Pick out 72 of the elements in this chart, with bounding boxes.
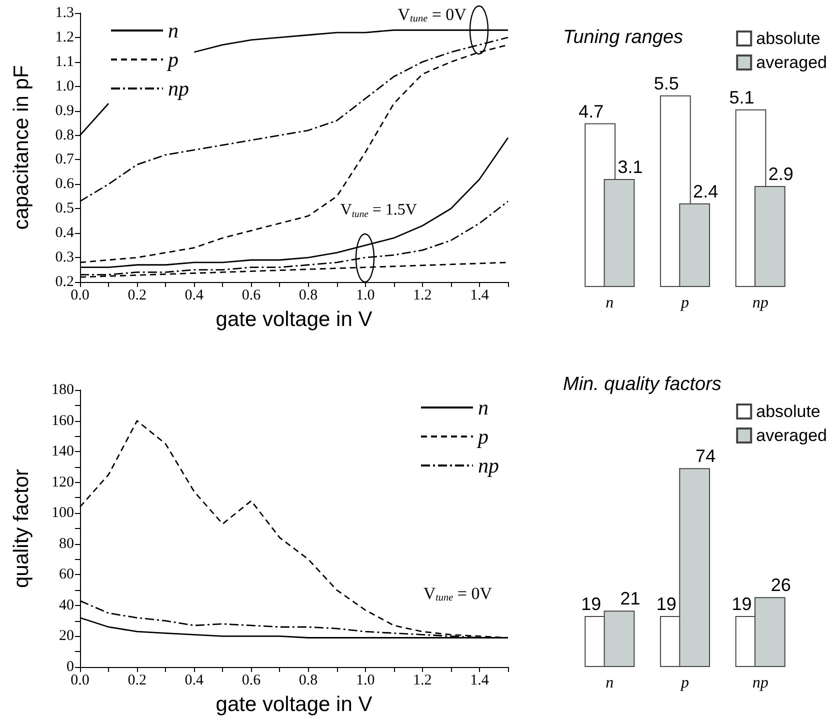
y-tick-label: 0.6	[55, 176, 74, 192]
x-tick-label: n	[606, 294, 614, 312]
x-tick-label: 0.2	[128, 672, 146, 688]
y-tick-label: 0.7	[55, 152, 74, 168]
legend-label: n	[478, 396, 488, 420]
y-tick-label: 0	[66, 659, 74, 675]
legend-label: p	[166, 48, 178, 72]
y-tick-label: 160	[52, 412, 74, 429]
x-tick-label: 0.8	[298, 672, 318, 688]
x-tick-label: p	[680, 674, 689, 692]
y-tick-label: 1.1	[55, 54, 74, 70]
data-label: 74	[696, 446, 716, 466]
y-tick-label: 120	[52, 474, 74, 490]
x-tick-label: p	[680, 294, 689, 312]
data-label: 26	[770, 575, 791, 596]
data-label: 19	[581, 594, 602, 614]
data-label: 5.1	[729, 87, 754, 108]
legend-label: absolute	[756, 402, 820, 421]
y-axis-title: quality factor	[10, 468, 33, 588]
y-tick-label: 0.8	[55, 127, 74, 144]
x-tick-label: 0.4	[184, 288, 204, 304]
y-tick-label: 60	[59, 566, 74, 583]
x-tick-label: np	[752, 294, 768, 312]
x-tick-label: 0.6	[242, 288, 262, 304]
legend-label: n	[168, 18, 178, 42]
x-tick-label: 1.4	[470, 288, 490, 304]
x-axis-title: gate voltage in V	[216, 693, 372, 716]
y-tick-label: 20	[59, 628, 74, 644]
y-tick-label: 1.3	[55, 5, 74, 21]
data-label: 19	[732, 594, 752, 614]
y-tick-label: 100	[52, 505, 74, 522]
x-tick-label: 0.0	[70, 288, 90, 304]
data-label: 5.5	[654, 73, 679, 94]
x-tick-label: 0.0	[70, 672, 90, 688]
legend-label: p	[476, 424, 488, 448]
data-label: 19	[656, 594, 676, 614]
x-tick-label: 0.2	[128, 288, 146, 304]
legend-label: np	[478, 454, 499, 478]
y-tick-label: 0.5	[55, 200, 74, 217]
x-tick-label: 1.0	[356, 288, 375, 304]
data-label: 2.4	[693, 181, 718, 202]
x-tick-label: 0.8	[298, 288, 318, 304]
y-tick-label: 140	[52, 444, 74, 460]
y-tick-label: 1.0	[55, 78, 74, 94]
x-tick-label: 1.2	[413, 672, 432, 688]
legend-label: averaged	[756, 53, 827, 72]
x-tick-label: 0.4	[184, 672, 204, 688]
y-tick-label: 0.3	[55, 250, 74, 266]
y-tick-label: 180	[52, 382, 74, 398]
y-axis-title: capacitance in pF	[10, 65, 33, 230]
x-tick-label: 1.0	[356, 672, 375, 688]
data-label: 2.9	[768, 164, 794, 184]
x-axis-title: gate voltage in V	[216, 308, 372, 331]
x-tick-label: 0.6	[242, 672, 262, 688]
y-tick-label: 0.4	[55, 225, 74, 242]
y-tick-label: 0.2	[55, 274, 74, 290]
y-tick-label: 80	[59, 536, 74, 552]
chart-title: Min. quality factors	[563, 374, 722, 395]
x-tick-label: 1.4	[470, 672, 490, 688]
y-tick-label: 1.2	[55, 29, 74, 46]
data-label: 4.7	[578, 101, 604, 122]
y-tick-label: 40	[59, 597, 74, 614]
chart-title: Tuning ranges	[563, 27, 684, 48]
data-label: 3.1	[618, 157, 643, 178]
data-label: 21	[620, 588, 640, 609]
x-tick-label: n	[606, 674, 614, 692]
x-tick-label: 1.2	[413, 288, 432, 304]
legend-label: averaged	[756, 426, 827, 445]
legend-label: np	[168, 76, 189, 100]
legend-label: absolute	[756, 29, 820, 48]
y-tick-label: 0.9	[55, 102, 74, 119]
x-tick-label: np	[752, 674, 768, 692]
